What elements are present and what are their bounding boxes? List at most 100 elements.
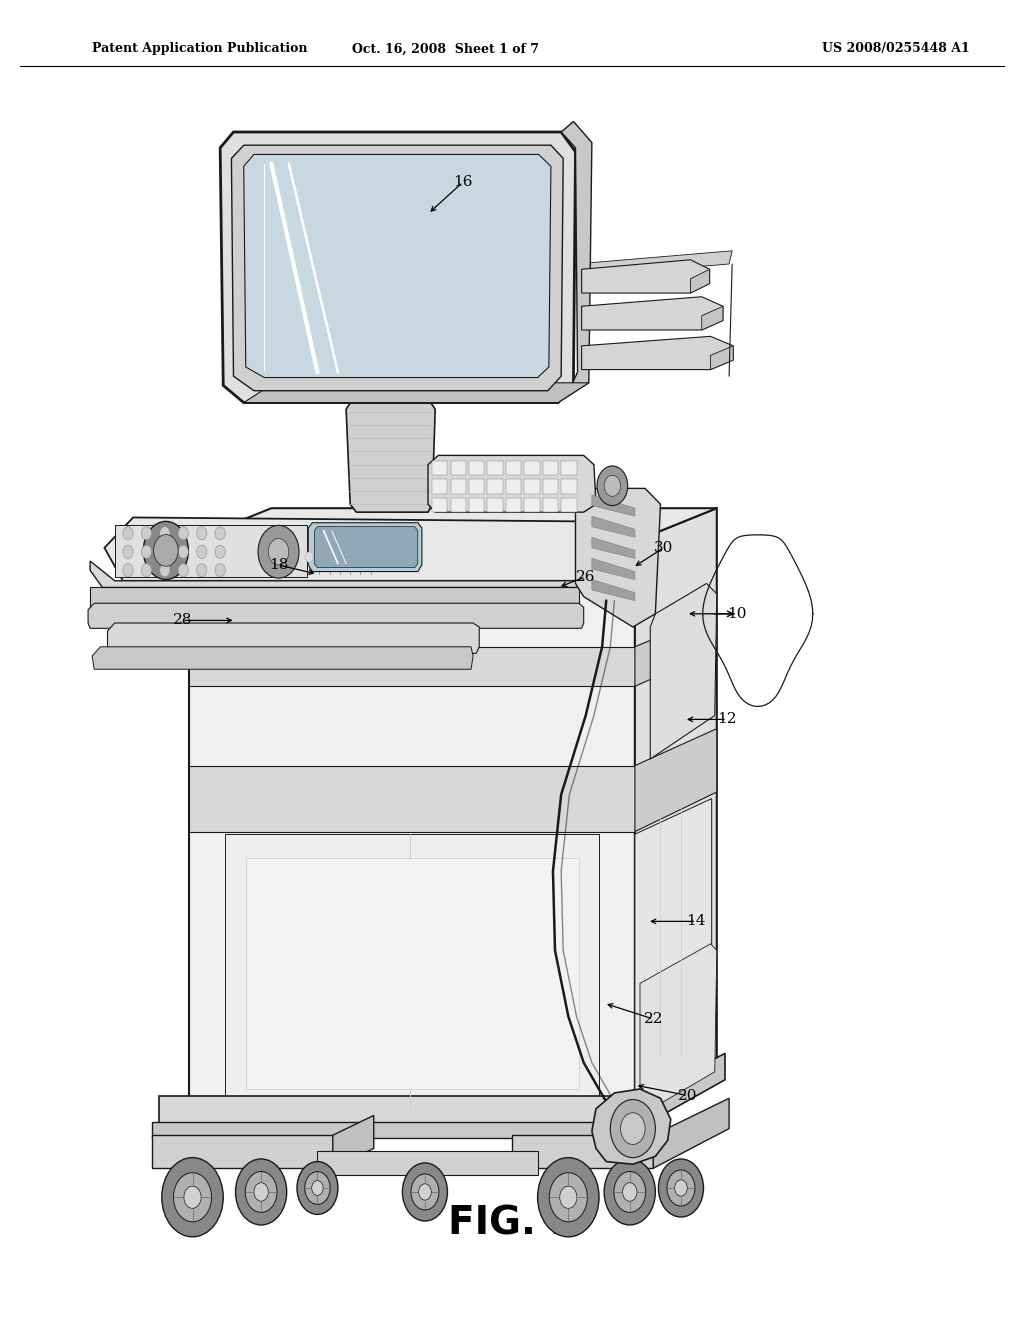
Polygon shape xyxy=(635,729,717,832)
Circle shape xyxy=(123,564,133,577)
Polygon shape xyxy=(220,132,575,403)
Circle shape xyxy=(549,1172,588,1222)
Circle shape xyxy=(178,564,188,577)
FancyBboxPatch shape xyxy=(451,498,466,512)
Polygon shape xyxy=(231,145,563,391)
Polygon shape xyxy=(592,558,635,579)
Circle shape xyxy=(326,544,334,554)
Circle shape xyxy=(141,527,152,540)
Circle shape xyxy=(123,545,133,558)
Polygon shape xyxy=(244,383,589,403)
Circle shape xyxy=(246,1172,276,1212)
Text: US 2008/0255448 A1: US 2008/0255448 A1 xyxy=(822,42,970,55)
Text: Oct. 16, 2008  Sheet 1 of 7: Oct. 16, 2008 Sheet 1 of 7 xyxy=(352,42,539,55)
Circle shape xyxy=(346,541,354,552)
FancyBboxPatch shape xyxy=(487,498,503,512)
FancyBboxPatch shape xyxy=(506,461,521,475)
Polygon shape xyxy=(308,523,422,572)
FancyBboxPatch shape xyxy=(487,479,503,494)
Polygon shape xyxy=(592,495,635,516)
Polygon shape xyxy=(575,488,660,627)
Polygon shape xyxy=(346,399,435,512)
Polygon shape xyxy=(90,587,579,623)
FancyBboxPatch shape xyxy=(469,479,484,494)
Circle shape xyxy=(254,1183,268,1201)
Polygon shape xyxy=(645,1053,725,1125)
Polygon shape xyxy=(159,1096,645,1125)
Polygon shape xyxy=(582,297,723,330)
FancyBboxPatch shape xyxy=(524,461,540,475)
Text: 16: 16 xyxy=(453,176,473,189)
Circle shape xyxy=(297,1162,338,1214)
Circle shape xyxy=(141,564,152,577)
Polygon shape xyxy=(650,583,717,759)
Text: 26: 26 xyxy=(575,570,596,583)
Polygon shape xyxy=(592,1089,671,1164)
Text: 14: 14 xyxy=(686,915,707,928)
Polygon shape xyxy=(152,1135,333,1168)
FancyBboxPatch shape xyxy=(524,498,540,512)
Circle shape xyxy=(604,1159,655,1225)
Polygon shape xyxy=(115,525,307,577)
Polygon shape xyxy=(592,579,635,601)
Circle shape xyxy=(160,545,170,558)
Circle shape xyxy=(667,1170,695,1206)
Polygon shape xyxy=(428,455,596,512)
Circle shape xyxy=(367,545,375,556)
Polygon shape xyxy=(88,603,584,628)
Circle shape xyxy=(336,543,344,553)
FancyBboxPatch shape xyxy=(469,498,484,512)
Polygon shape xyxy=(108,623,479,653)
FancyBboxPatch shape xyxy=(561,461,577,475)
Circle shape xyxy=(197,527,207,540)
Circle shape xyxy=(154,535,178,566)
Text: 18: 18 xyxy=(269,558,288,572)
Circle shape xyxy=(315,548,324,558)
Circle shape xyxy=(311,1180,324,1196)
Circle shape xyxy=(614,1172,645,1212)
Circle shape xyxy=(160,564,170,577)
FancyBboxPatch shape xyxy=(432,479,447,494)
Polygon shape xyxy=(690,269,710,293)
Text: 12: 12 xyxy=(717,713,737,726)
Circle shape xyxy=(402,1163,447,1221)
Circle shape xyxy=(143,521,188,579)
Circle shape xyxy=(173,1172,212,1222)
Polygon shape xyxy=(592,516,635,537)
Polygon shape xyxy=(189,541,635,1115)
Polygon shape xyxy=(635,612,717,686)
Polygon shape xyxy=(225,834,599,1109)
Circle shape xyxy=(197,564,207,577)
Circle shape xyxy=(258,525,299,578)
Polygon shape xyxy=(90,552,604,587)
Polygon shape xyxy=(512,1135,653,1168)
FancyBboxPatch shape xyxy=(487,461,503,475)
Circle shape xyxy=(597,466,628,506)
Circle shape xyxy=(604,475,621,496)
Text: 28: 28 xyxy=(173,614,191,627)
Circle shape xyxy=(411,1173,439,1210)
Circle shape xyxy=(538,1158,599,1237)
Polygon shape xyxy=(635,508,717,1115)
Text: Patent Application Publication: Patent Application Publication xyxy=(92,42,307,55)
Circle shape xyxy=(162,1158,223,1237)
Polygon shape xyxy=(92,647,473,669)
Polygon shape xyxy=(653,1098,729,1168)
Polygon shape xyxy=(635,799,712,1102)
Text: 10: 10 xyxy=(727,607,748,620)
Circle shape xyxy=(268,539,289,565)
FancyBboxPatch shape xyxy=(432,498,447,512)
Circle shape xyxy=(215,527,225,540)
Circle shape xyxy=(675,1180,687,1196)
FancyBboxPatch shape xyxy=(432,461,447,475)
Polygon shape xyxy=(333,1115,374,1168)
FancyBboxPatch shape xyxy=(506,479,521,494)
FancyBboxPatch shape xyxy=(543,498,558,512)
FancyBboxPatch shape xyxy=(451,461,466,475)
Circle shape xyxy=(197,545,207,558)
FancyBboxPatch shape xyxy=(469,461,484,475)
Circle shape xyxy=(305,552,313,562)
FancyBboxPatch shape xyxy=(561,498,577,512)
FancyBboxPatch shape xyxy=(524,479,540,494)
Polygon shape xyxy=(152,1122,653,1138)
